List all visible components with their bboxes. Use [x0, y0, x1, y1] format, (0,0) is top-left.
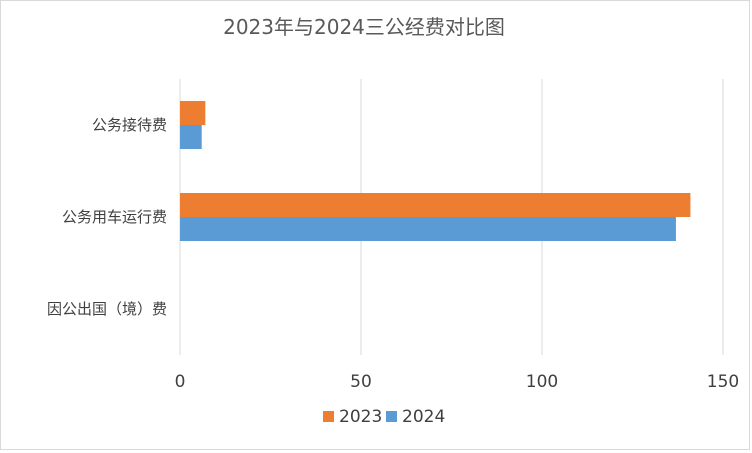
bar-2024-1 [180, 217, 676, 241]
bars [180, 101, 691, 241]
x-tick-label-1: 50 [350, 372, 372, 392]
chart-title: 2023年与2024三公经费对比图 [223, 15, 505, 39]
legend-label-2024: 2024 [402, 407, 445, 427]
x-tick-labels: 0 50 100 150 [175, 372, 740, 392]
category-label-0: 公务接待费 [92, 116, 167, 134]
x-tick-label-0: 0 [175, 372, 186, 392]
x-tick-label-3: 150 [707, 372, 739, 392]
bar-2024-0 [180, 125, 202, 149]
legend-swatch-2023 [323, 411, 334, 422]
legend-label-2023: 2023 [339, 407, 382, 427]
bar-2023-1 [180, 193, 691, 217]
category-label-2: 因公出国（境）费 [47, 300, 167, 318]
x-tick-label-2: 100 [526, 372, 558, 392]
category-label-1: 公务用车运行费 [62, 208, 167, 226]
legend-swatch-2024 [386, 411, 397, 422]
bar-2023-0 [180, 101, 206, 125]
legend: 2023 2024 [323, 407, 445, 427]
